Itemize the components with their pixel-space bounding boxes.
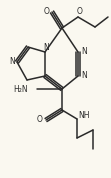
Text: N: N (81, 72, 87, 80)
Text: O: O (37, 116, 43, 124)
Text: O: O (77, 7, 83, 17)
Text: N: N (9, 57, 15, 67)
Text: N: N (43, 43, 49, 51)
Text: NH: NH (78, 111, 90, 119)
Text: O: O (44, 7, 50, 17)
Text: H₂N: H₂N (13, 85, 28, 93)
Text: N: N (81, 48, 87, 56)
